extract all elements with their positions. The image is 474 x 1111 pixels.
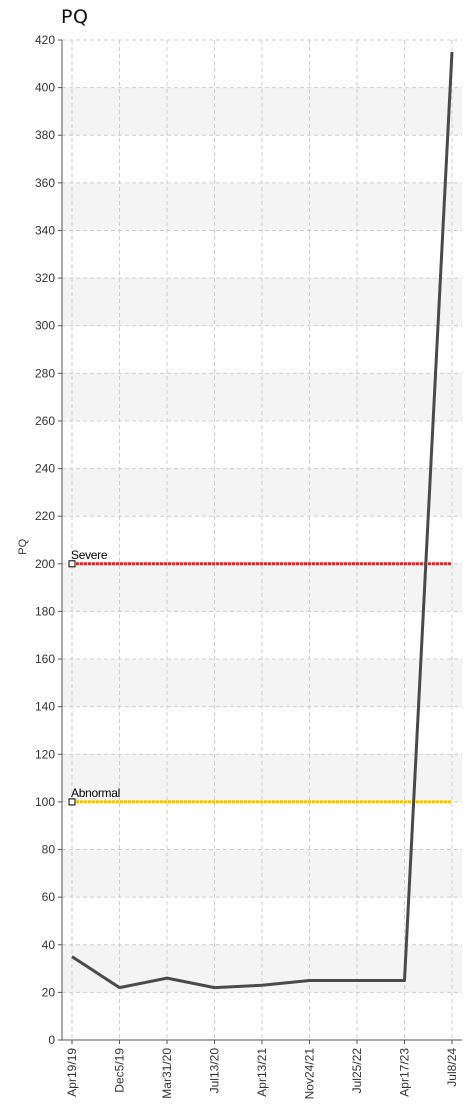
y-tick-labels: 0 20 40 60 80 100 120 140 160 180 200 220 240 260 280 3… [35, 33, 55, 1047]
y-tick-label: 240 [35, 462, 55, 476]
x-tick-label: Mar31/20 [160, 1048, 174, 1099]
y-tick-label: 280 [35, 366, 55, 380]
y-tick-label: 200 [35, 557, 55, 571]
y-tick-label: 160 [35, 652, 55, 666]
y-tick-label: 60 [42, 890, 56, 904]
x-tick-label: Apr13/21 [255, 1048, 269, 1097]
y-tick-label: 120 [35, 747, 55, 761]
threshold-label: Abnormal [71, 786, 120, 800]
y-tick-label: 400 [35, 81, 55, 95]
chart-title: PQ [61, 6, 89, 28]
y-tick-label: 360 [35, 176, 55, 190]
y-tick-label: 0 [48, 1033, 55, 1047]
y-axis-label: PQ [17, 538, 29, 554]
y-tick-label: 260 [35, 414, 55, 428]
y-tick-label: 100 [35, 795, 55, 809]
y-tick-label: 140 [35, 700, 55, 714]
threshold-marker [68, 798, 76, 806]
x-tick-label: Nov24/21 [303, 1048, 317, 1100]
y-tick-label: 80 [42, 843, 56, 857]
y-tick-label: 220 [35, 509, 55, 523]
x-tick-label: Apr19/19 [65, 1048, 79, 1097]
x-tick-label: Jul8/24 [445, 1048, 459, 1087]
y-tick-label: 340 [35, 223, 55, 237]
y-tick-label: 180 [35, 604, 55, 618]
series-lines [71, 51, 454, 990]
y-tick-label: 300 [35, 319, 55, 333]
threshold-label: Severe [71, 548, 108, 562]
plot-axes [58, 39, 462, 1044]
x-tick-label: Jul13/20 [208, 1048, 222, 1094]
x-tick-label: Jul25/22 [350, 1048, 364, 1094]
y-tick-label: 380 [35, 128, 55, 142]
threshold-marker [68, 560, 76, 568]
y-tick-label: 20 [42, 985, 56, 999]
y-tick-label: 40 [42, 938, 56, 952]
x-tick-labels: Apr19/19 Dec5/19 Mar31/20 Jul13/20 Apr13/21 N… [65, 1048, 459, 1100]
y-tick-label: 320 [35, 271, 55, 285]
series-line [71, 51, 454, 990]
threshold-lines: Severe Abnormal [68, 548, 452, 806]
y-tick-label: 420 [35, 33, 55, 47]
x-tick-label: Apr17/23 [398, 1048, 412, 1097]
x-tick-label: Dec5/19 [113, 1048, 127, 1093]
